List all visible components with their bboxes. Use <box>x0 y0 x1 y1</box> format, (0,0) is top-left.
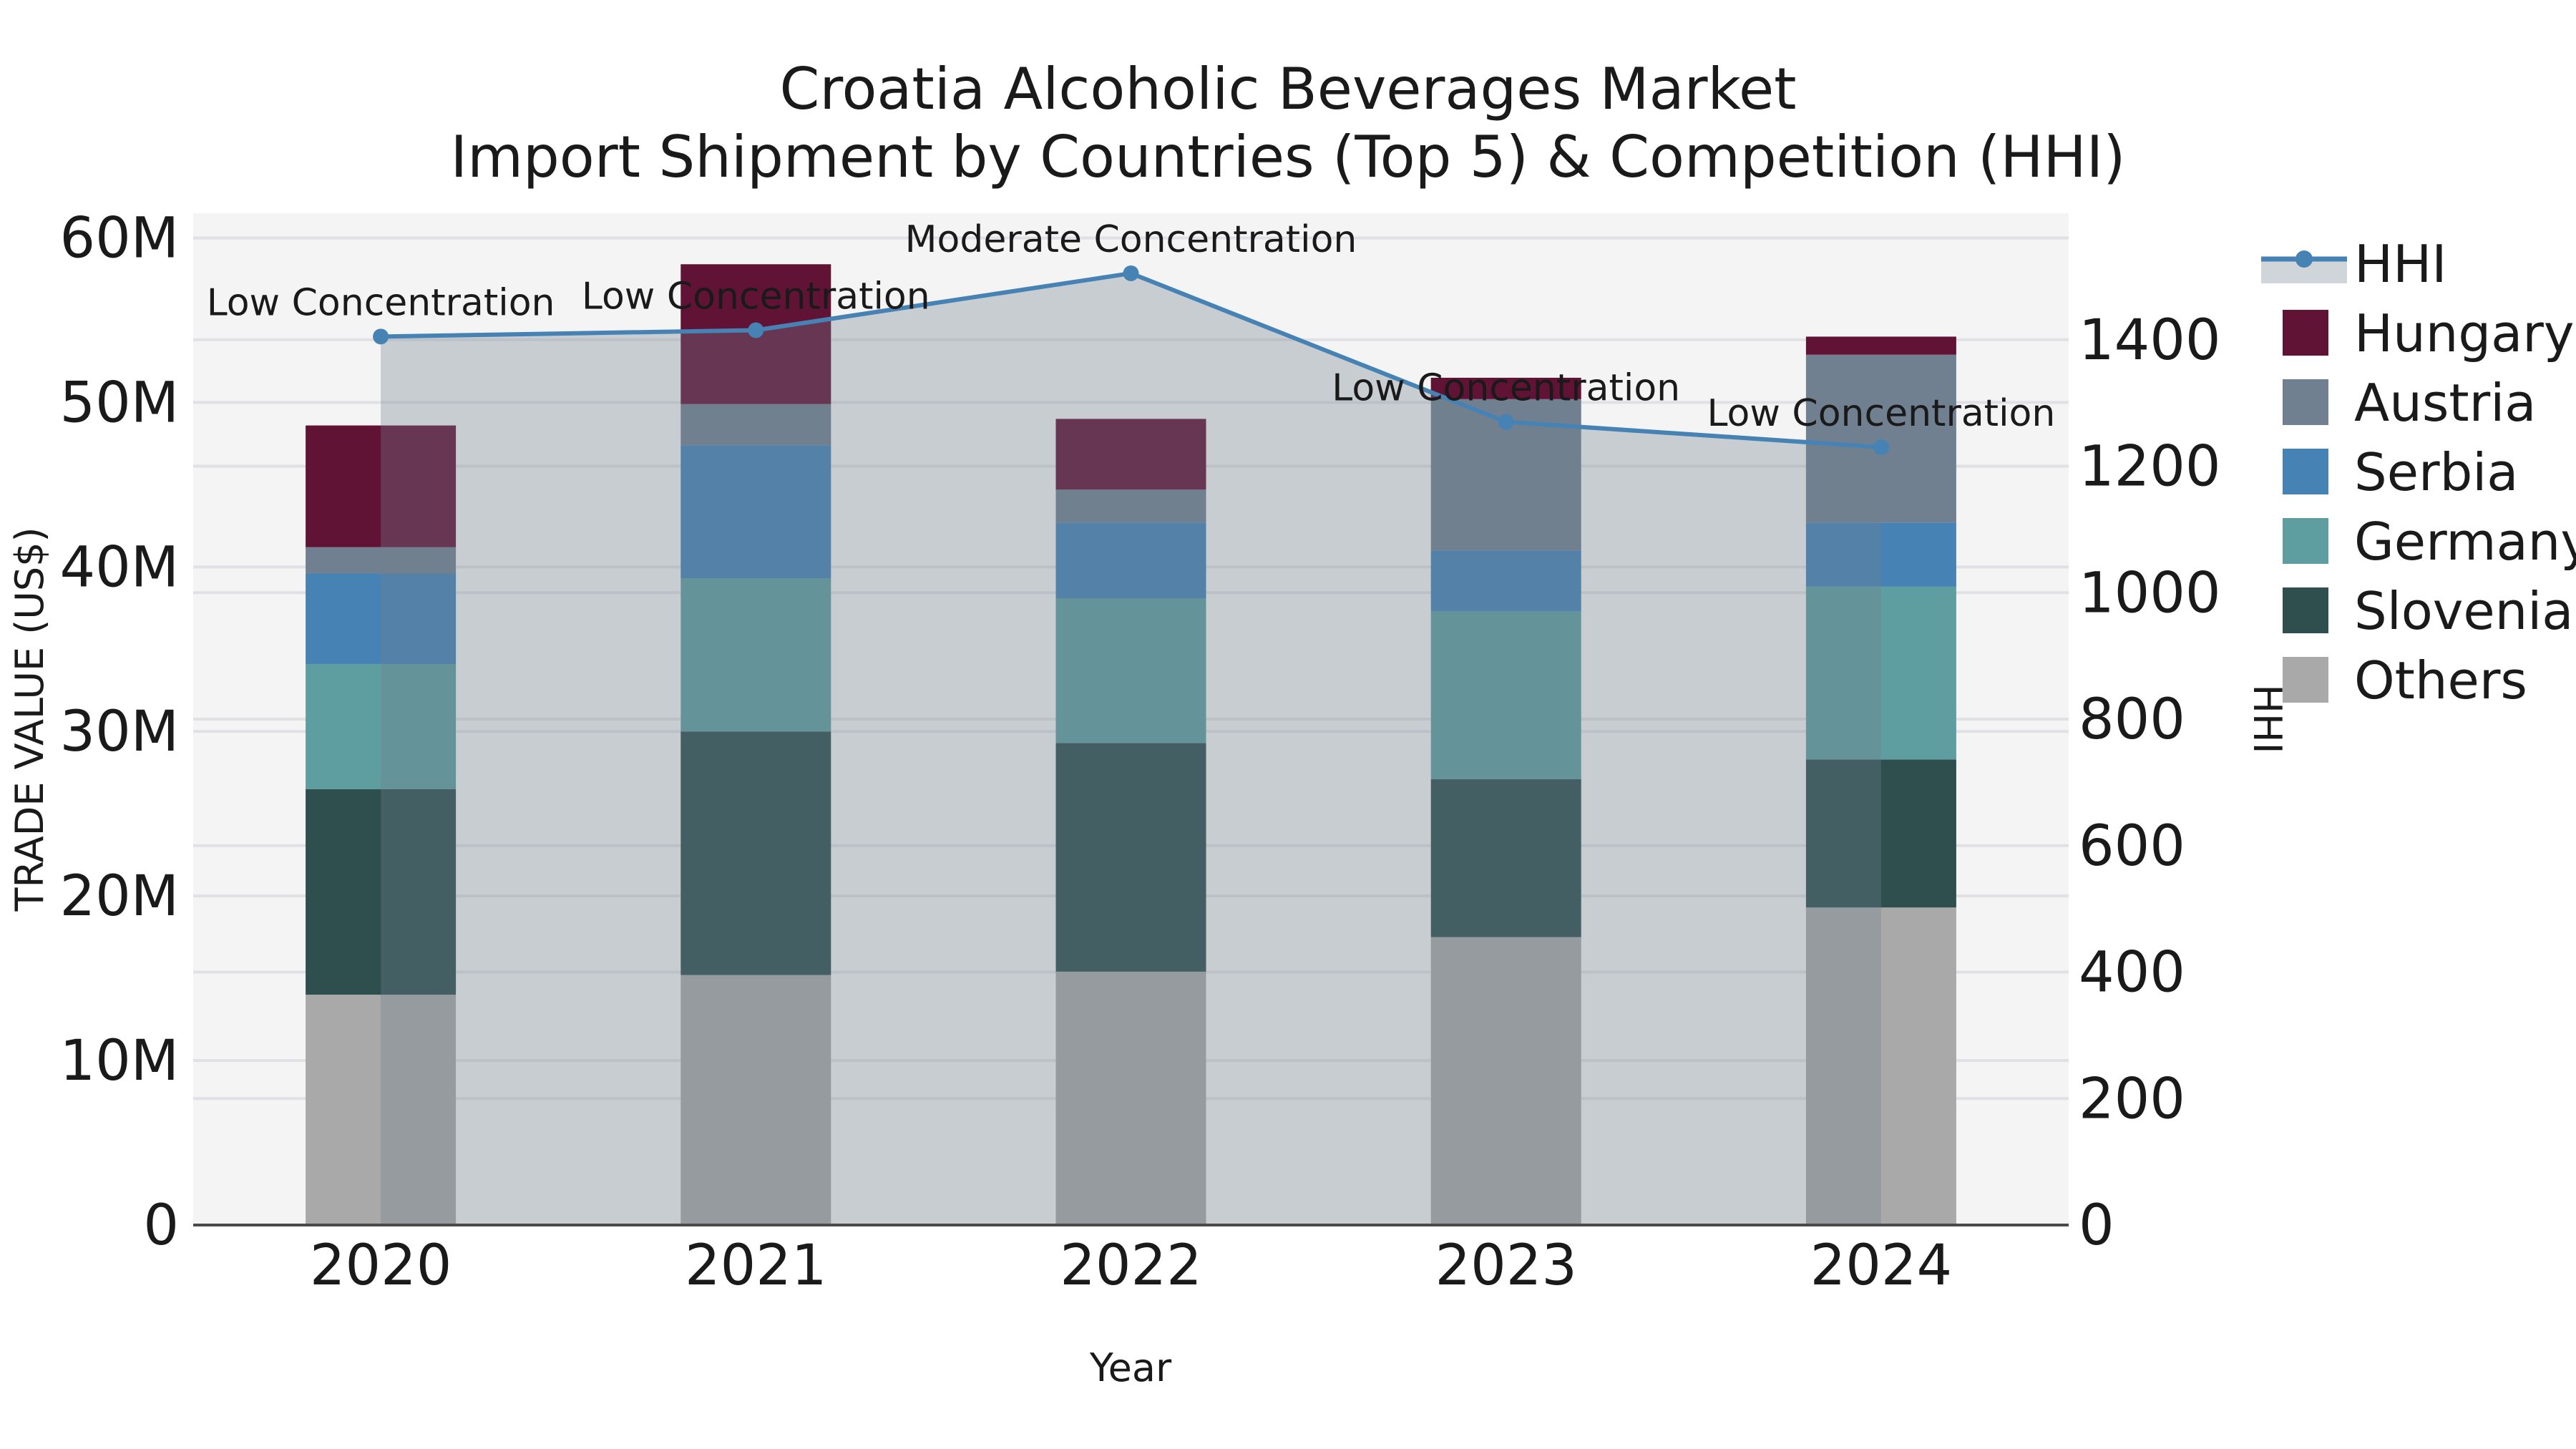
bar-segment-slovenia-2020 <box>306 789 457 995</box>
y-right-tick-400: 400 <box>2079 941 2185 1005</box>
annotation-2021: Low Concentration <box>582 275 930 318</box>
y-left-tick-30M: 30M <box>59 700 179 764</box>
legend-label-slovenia: Slovenia <box>2354 581 2573 641</box>
legend-label-others: Others <box>2354 650 2527 711</box>
hhi-point-2023 <box>1498 414 1514 430</box>
legend-item-hhi: HHI <box>2261 234 2447 294</box>
x-tick-2020: 2020 <box>310 1234 452 1298</box>
legend-label-serbia: Serbia <box>2354 442 2518 502</box>
y-left-tick-20M: 20M <box>59 864 179 929</box>
hhi-area-polygon <box>381 273 1881 1225</box>
stacked-bars <box>306 264 1956 1225</box>
x-tick-2024: 2024 <box>1810 1234 1953 1298</box>
annotation-2020: Low Concentration <box>207 281 555 324</box>
bar-segment-slovenia-2023 <box>1430 779 1581 937</box>
y-right-tick-1200: 1200 <box>2079 435 2221 499</box>
legend-swatch-slovenia <box>2283 587 2328 633</box>
x-tick-2022: 2022 <box>1060 1234 1202 1298</box>
annotation-2023: Low Concentration <box>1332 367 1680 410</box>
legend-label-hhi: HHI <box>2354 234 2447 294</box>
bar-segment-austria-2022 <box>1055 489 1206 523</box>
bar-segment-slovenia-2024 <box>1805 759 1956 908</box>
bar-segment-others-2022 <box>1055 971 1206 1225</box>
bar-segment-serbia-2022 <box>1055 522 1206 599</box>
legend-item-germany: Germany <box>2283 512 2576 572</box>
y-right-tick-1000: 1000 <box>2079 561 2221 625</box>
x-tick-2023: 2023 <box>1435 1234 1577 1298</box>
hhi-area-fill <box>381 273 1881 1225</box>
y-right-tick-800: 800 <box>2079 688 2185 752</box>
chart-title-line2: Import Shipment by Countries (Top 5) & C… <box>451 124 2126 190</box>
bar-segment-others-2023 <box>1430 937 1581 1225</box>
bar-segment-austria-2024 <box>1805 354 1956 523</box>
y-axis-right: 0 200 400 600 800 1000 1200 1400 <box>2079 308 2221 1258</box>
legend-label-hungary: Hungary <box>2354 303 2574 364</box>
y-left-tick-40M: 40M <box>59 535 179 600</box>
bar-segment-others-2020 <box>306 995 457 1225</box>
y-axis-right-title: HHI <box>2245 684 2290 753</box>
legend-item-others: Others <box>2283 650 2527 711</box>
bar-segment-hungary-2020 <box>306 425 457 547</box>
y-left-tick-50M: 50M <box>59 371 179 435</box>
bar-segment-serbia-2024 <box>1805 522 1956 587</box>
y-right-tick-0: 0 <box>2079 1194 2114 1258</box>
legend-swatch-germany <box>2283 518 2328 564</box>
bar-segment-germany-2024 <box>1805 586 1956 760</box>
bar-segment-hungary-2023 <box>1430 377 1581 399</box>
y-right-tick-1400: 1400 <box>2079 308 2221 373</box>
hhi-point-2021 <box>748 322 764 338</box>
annotation-2024: Low Concentration <box>1707 392 2056 435</box>
bar-segment-hungary-2022 <box>1055 419 1206 490</box>
x-axis-title: Year <box>1089 1345 1172 1390</box>
legend-swatch-austria <box>2283 379 2328 425</box>
hhi-line-series <box>373 265 1889 455</box>
legend-swatch-others <box>2283 657 2328 703</box>
bar-segment-serbia-2021 <box>680 445 831 579</box>
annotation-2022: Moderate Concentration <box>905 218 1357 261</box>
legend-item-austria: Austria <box>2283 373 2536 433</box>
chart-title-line1: Croatia Alcoholic Beverages Market <box>779 56 1796 122</box>
legend-label-germany: Germany <box>2354 512 2576 572</box>
bar-segment-hungary-2024 <box>1805 336 1956 355</box>
hhi-point-2022 <box>1123 265 1139 281</box>
y-right-tick-200: 200 <box>2079 1067 2185 1131</box>
hhi-point-2024 <box>1873 439 1889 455</box>
bar-segment-others-2021 <box>680 975 831 1225</box>
legend-item-hungary: Hungary <box>2283 303 2574 364</box>
bar-segment-slovenia-2021 <box>680 731 831 975</box>
bar-segment-serbia-2023 <box>1430 550 1581 612</box>
bar-segment-germany-2020 <box>306 663 457 789</box>
legend-swatch-serbia <box>2283 449 2328 494</box>
legend: HHI Hungary Austria Serbia Germany Slovenia Ot… <box>2261 234 2576 711</box>
hhi-point-2020 <box>373 328 389 345</box>
legend-swatch-hungary <box>2283 310 2328 356</box>
x-tick-2021: 2021 <box>685 1234 827 1298</box>
legend-item-slovenia: Slovenia <box>2283 581 2573 641</box>
y-left-tick-0: 0 <box>143 1194 179 1258</box>
y-left-tick-60M: 60M <box>59 206 179 270</box>
bar-segment-others-2024 <box>1805 907 1956 1225</box>
bar-segment-austria-2020 <box>306 547 457 574</box>
bar-segment-germany-2022 <box>1055 598 1206 743</box>
bar-segment-austria-2021 <box>680 404 831 446</box>
hhi-marker-swatch <box>2296 250 2313 268</box>
bar-segment-slovenia-2022 <box>1055 743 1206 972</box>
bar-segment-germany-2021 <box>680 578 831 732</box>
legend-item-serbia: Serbia <box>2283 442 2518 502</box>
bar-segment-germany-2023 <box>1430 611 1581 779</box>
y-left-tick-10M: 10M <box>59 1029 179 1093</box>
y-right-tick-600: 600 <box>2079 814 2185 879</box>
bar-segment-serbia-2020 <box>306 573 457 664</box>
y-axis-left: 0 10M 20M 30M 40M 50M 60M <box>59 206 179 1258</box>
y-axis-left-title: TRADE VALUE (US$) <box>7 527 52 912</box>
concentration-annotations: Low Concentration Low Concentration Modera… <box>207 218 2056 435</box>
x-axis: 2020 2021 2022 2023 2024 <box>193 1224 2069 1298</box>
legend-label-austria: Austria <box>2354 373 2536 433</box>
